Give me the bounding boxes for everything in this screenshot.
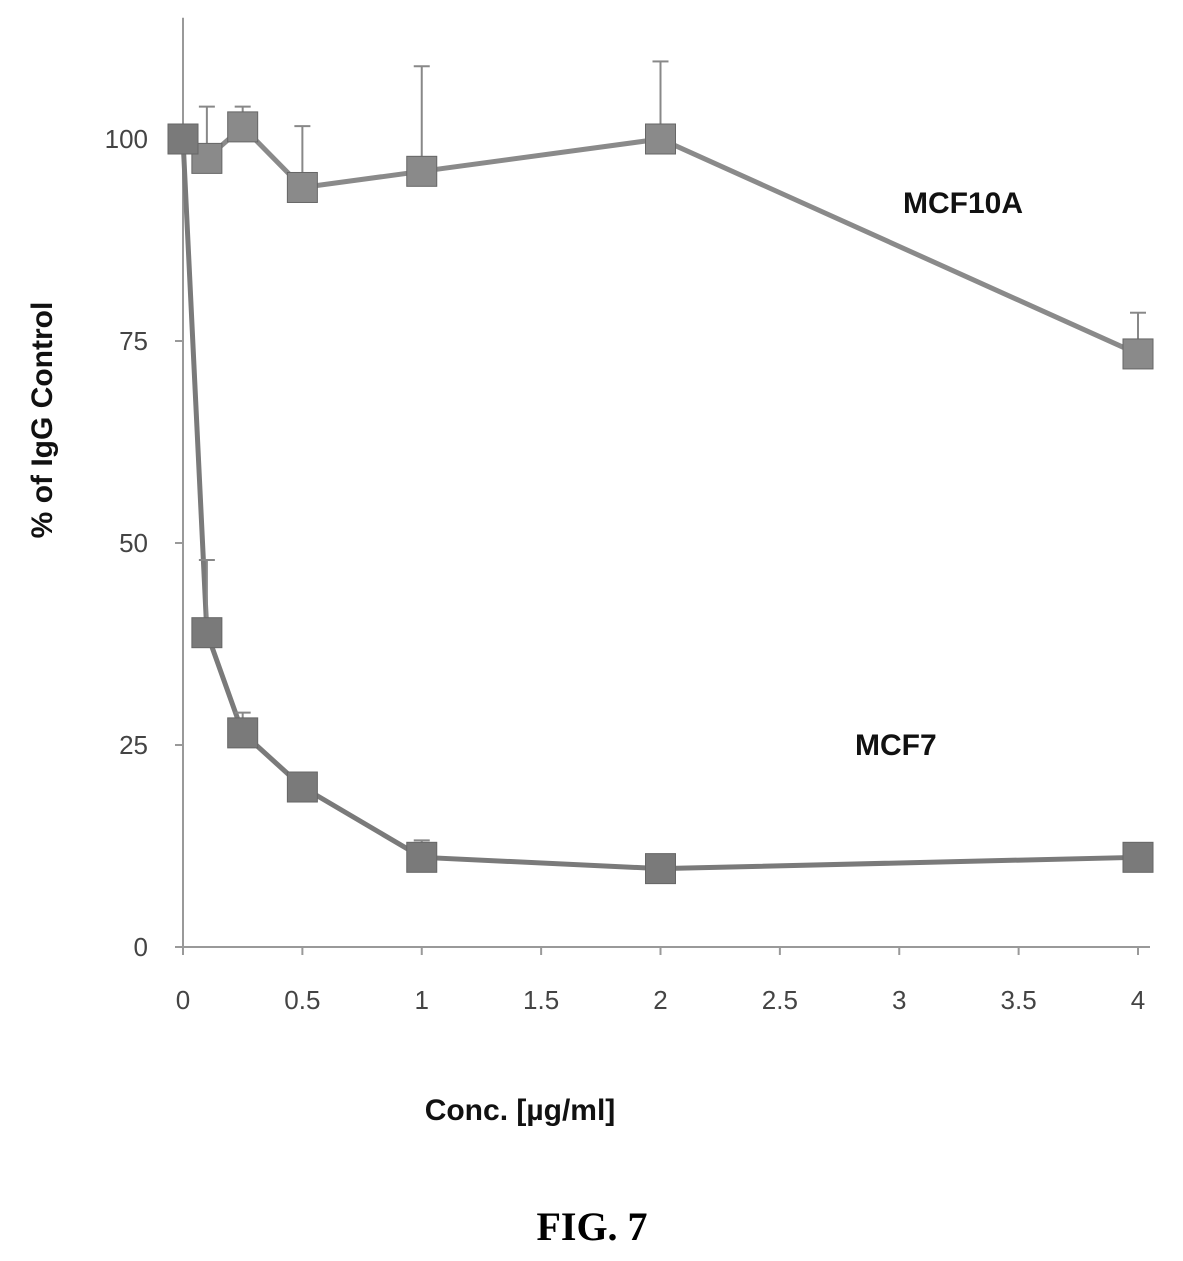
data-point <box>645 123 676 155</box>
series-line <box>180 138 1139 872</box>
data-point <box>1122 338 1154 370</box>
data-point <box>167 123 199 155</box>
x-tick-label: 3 <box>892 985 906 1015</box>
x-tick-label: 4 <box>1131 985 1145 1015</box>
y-tick-label: 25 <box>119 730 148 760</box>
data-point <box>645 853 676 885</box>
x-tick-label: 0 <box>176 985 190 1015</box>
series-line <box>181 123 1140 357</box>
data-point <box>227 717 259 749</box>
y-tick-label: 100 <box>105 124 148 154</box>
data-point <box>286 771 318 803</box>
figure-caption: FIG. 7 <box>536 1204 647 1249</box>
data-point <box>286 171 318 203</box>
series-label-mcf10a: MCF10A <box>903 187 1023 220</box>
axes: 0 25 50 75 100 0 0.5 1 1.5 2 2.5 3 3.5 4 <box>105 17 1150 1015</box>
x-tick-label: 2 <box>653 985 667 1015</box>
x-axis-label: Conc. [µg/ml] <box>425 1094 616 1127</box>
data-point <box>191 617 223 649</box>
data-point <box>191 142 223 174</box>
series-mcf10a <box>167 60 1154 370</box>
data-point <box>1122 841 1154 873</box>
x-tick-label: 2.5 <box>762 985 798 1015</box>
x-tick-label: 3.5 <box>1001 985 1037 1015</box>
y-tick-label: 0 <box>134 932 148 962</box>
data-point <box>406 841 438 873</box>
marks <box>167 60 1154 885</box>
y-tick-label: 50 <box>119 528 148 558</box>
data-point <box>406 155 438 187</box>
x-tick-label: 1 <box>415 985 429 1015</box>
series-mcf7 <box>167 123 1154 885</box>
x-tick-label: 1.5 <box>523 985 559 1015</box>
series-label-mcf7: MCF7 <box>855 729 937 762</box>
x-tick-label: 0.5 <box>284 985 320 1015</box>
y-axis-label: % of IgG Control <box>26 302 59 539</box>
y-tick-label: 75 <box>119 326 148 356</box>
data-point <box>227 111 259 143</box>
